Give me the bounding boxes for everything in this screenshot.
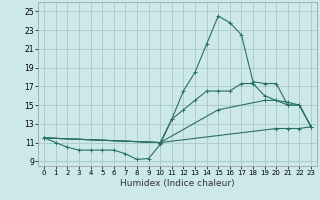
X-axis label: Humidex (Indice chaleur): Humidex (Indice chaleur) [120, 179, 235, 188]
